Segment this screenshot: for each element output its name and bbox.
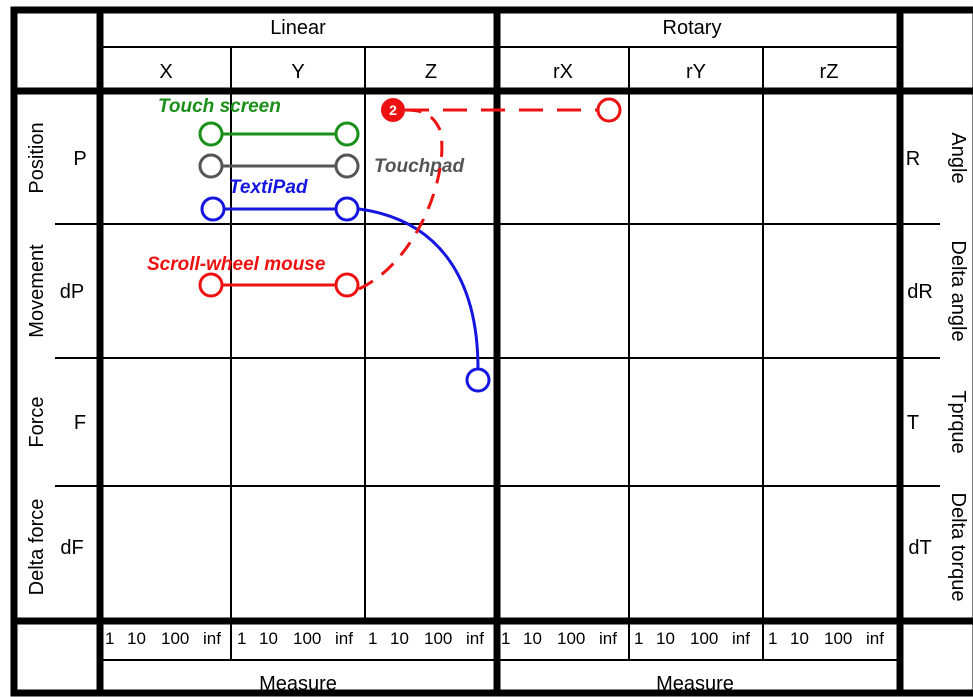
tick-label-y-0: 1 bbox=[237, 629, 246, 648]
textipad-curve bbox=[358, 207, 480, 370]
touch-screen-start-marker bbox=[198, 121, 224, 147]
touchpad-start-marker bbox=[198, 153, 224, 179]
tick-label-z-1: 10 bbox=[390, 629, 409, 648]
row-code-dr: dR bbox=[907, 281, 933, 303]
tick-label-rz-3: inf bbox=[866, 629, 884, 648]
row-name-delta-angle: Delta angle bbox=[947, 240, 969, 341]
tick-label-ry-1: 10 bbox=[656, 629, 675, 648]
scroll-mouse-start-marker bbox=[198, 272, 224, 298]
tick-label-x-3: inf bbox=[203, 629, 221, 648]
tick-label-rx-3: inf bbox=[599, 629, 617, 648]
axis-z-header: Z bbox=[425, 61, 437, 83]
device-scroll-wheel-mouse bbox=[198, 97, 622, 298]
row-name-angle: Angle bbox=[947, 132, 969, 183]
axis-x-header: X bbox=[159, 61, 172, 83]
scroll-mouse-label: Scroll-wheel mouse bbox=[147, 254, 326, 275]
tick-label-z-3: inf bbox=[466, 629, 484, 648]
scroll-mouse-count: 2 bbox=[389, 102, 397, 118]
scroll-mouse-dashed-curve bbox=[358, 108, 444, 291]
tick-label-rx-2: 100 bbox=[557, 629, 585, 648]
scroll-mouse-rx-marker bbox=[596, 97, 622, 123]
axis-rx-header: rX bbox=[553, 61, 573, 83]
tick-label-ry-3: inf bbox=[732, 629, 750, 648]
row-name-force: Force bbox=[26, 396, 48, 447]
tick-label-rz-1: 10 bbox=[790, 629, 809, 648]
tick-label-rx-0: 1 bbox=[501, 629, 510, 648]
row-code-t: T bbox=[907, 412, 919, 434]
measure-label-rotary: Measure bbox=[656, 673, 734, 695]
thick-frame bbox=[10, 6, 973, 697]
touch-screen-end-marker bbox=[334, 121, 360, 147]
textipad-z-marker bbox=[465, 367, 491, 393]
linear-header: Linear bbox=[270, 17, 326, 39]
device-touch-screen bbox=[198, 121, 360, 147]
tick-label-ry-0: 1 bbox=[634, 629, 643, 648]
row-code-dt: dT bbox=[908, 537, 931, 559]
row-code-p: P bbox=[73, 148, 86, 170]
touch-screen-label: Touch screen bbox=[158, 96, 281, 117]
row-code-f: F bbox=[74, 412, 86, 434]
row-name-delta-force: Delta force bbox=[26, 499, 48, 596]
rotary-header: Rotary bbox=[663, 17, 722, 39]
tick-label-rx-1: 10 bbox=[523, 629, 542, 648]
row-code-df: dF bbox=[60, 537, 83, 559]
tick-label-rz-2: 100 bbox=[824, 629, 852, 648]
tick-label-x-1: 10 bbox=[127, 629, 146, 648]
row-name-delta-torque: Delta torque bbox=[947, 493, 969, 602]
row-name-torque: Tprque bbox=[947, 390, 969, 453]
tick-label-x-2: 100 bbox=[161, 629, 189, 648]
axis-ry-header: rY bbox=[686, 61, 706, 83]
tick-label-rz-0: 1 bbox=[768, 629, 777, 648]
measure-label-linear: Measure bbox=[259, 673, 337, 695]
touchpad-label: Touchpad bbox=[374, 156, 464, 177]
textipad-label: TextiPad bbox=[229, 177, 308, 198]
device-touchpad bbox=[198, 153, 360, 179]
tick-label-z-0: 1 bbox=[368, 629, 377, 648]
device-textipad bbox=[200, 196, 491, 393]
scroll-mouse-end-marker bbox=[334, 272, 360, 298]
row-code-dp: dP bbox=[60, 281, 84, 303]
tick-label-ry-2: 100 bbox=[690, 629, 718, 648]
tick-label-x-0: 1 bbox=[105, 629, 114, 648]
tick-label-y-3: inf bbox=[335, 629, 353, 648]
axis-rz-header: rZ bbox=[820, 61, 839, 83]
measure-tick-labels: 1 10 100 inf 1 10 100 inf 1 10 100 inf 1 10 100 inf 1 10 1… bbox=[105, 629, 884, 648]
textipad-start-marker bbox=[200, 196, 226, 222]
axis-y-header: Y bbox=[291, 61, 304, 83]
tick-label-z-2: 100 bbox=[424, 629, 452, 648]
row-code-r: R bbox=[906, 148, 920, 170]
scroll-mouse-count-badge bbox=[381, 98, 405, 122]
tick-label-y-1: 10 bbox=[259, 629, 278, 648]
touchpad-end-marker bbox=[334, 153, 360, 179]
row-name-movement: Movement bbox=[26, 244, 48, 338]
textipad-end-marker bbox=[334, 196, 360, 222]
tick-label-y-2: 100 bbox=[293, 629, 321, 648]
row-name-position: Position bbox=[26, 122, 48, 193]
